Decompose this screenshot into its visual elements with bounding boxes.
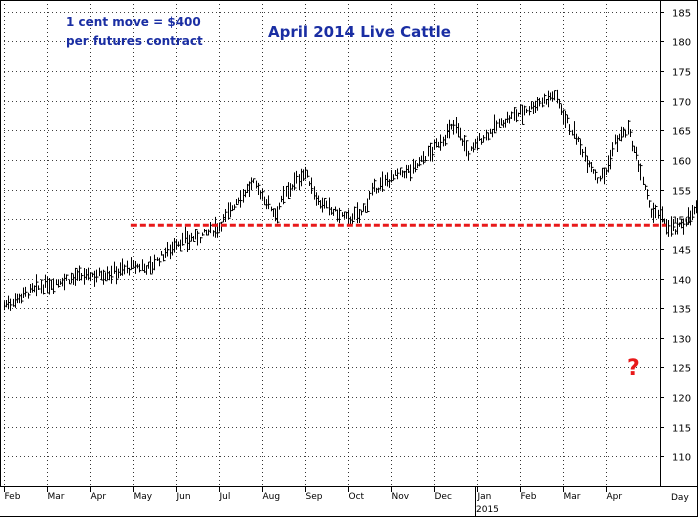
annotation-line-1: 1 cent move = $400	[66, 15, 201, 29]
x-unit-label: Day	[671, 493, 689, 503]
price-bars	[4, 89, 698, 311]
y-tick-label: 175	[672, 68, 691, 79]
x-tick-label: Sep	[306, 492, 323, 502]
y-tick-label: 185	[672, 9, 691, 20]
annotation-line-2: per futures contract	[66, 34, 203, 48]
y-tick-label: 165	[672, 127, 691, 138]
y-tick-label: 125	[672, 364, 691, 375]
y-tick-label: 180	[672, 38, 691, 49]
y-tick-label: 150	[672, 216, 691, 227]
y-tick-label: 155	[672, 187, 691, 198]
x-tick-label: Feb	[521, 492, 537, 502]
x-year-label: 2015	[476, 505, 499, 515]
x-tick-label: Jul	[219, 492, 231, 502]
x-tick-label: Dec	[435, 492, 452, 502]
question-mark: ?	[627, 356, 640, 381]
x-tick-label: Mar	[564, 492, 581, 502]
y-tick-label: 135	[672, 305, 691, 316]
plot-area	[0, 0, 660, 486]
y-tick-label: 110	[672, 453, 691, 464]
y-tick-label: 115	[672, 424, 691, 435]
y-tick-label: 130	[672, 335, 691, 346]
x-tick-label: Mar	[48, 492, 65, 502]
y-axis-ticks: 110 115 120 125 130 135 140 145 150 155 160 165 170 1…	[660, 9, 691, 464]
x-tick-label: Apr	[607, 492, 623, 502]
x-tick-label: Oct	[349, 492, 365, 502]
x-tick-label: Feb	[5, 492, 21, 502]
x-tick-label: Apr	[91, 492, 107, 502]
x-tick-label: Nov	[392, 492, 410, 502]
chart-title: April 2014 Live Cattle	[268, 23, 451, 41]
y-tick-label: 140	[672, 276, 691, 287]
y-tick-label: 170	[672, 98, 691, 109]
x-tick-label: Jan	[477, 492, 492, 502]
y-tick-label: 120	[672, 394, 691, 405]
x-tick-label: May	[134, 492, 153, 502]
x-tick-label: Jun	[176, 492, 191, 502]
y-tick-label: 145	[672, 246, 691, 257]
x-tick-label: Aug	[263, 492, 281, 502]
y-tick-label: 160	[672, 157, 691, 168]
x-axis-ticks: Feb Mar Apr May Jun Jul Aug Sep Oct Nov Dec Jan Feb M…	[4, 486, 623, 517]
